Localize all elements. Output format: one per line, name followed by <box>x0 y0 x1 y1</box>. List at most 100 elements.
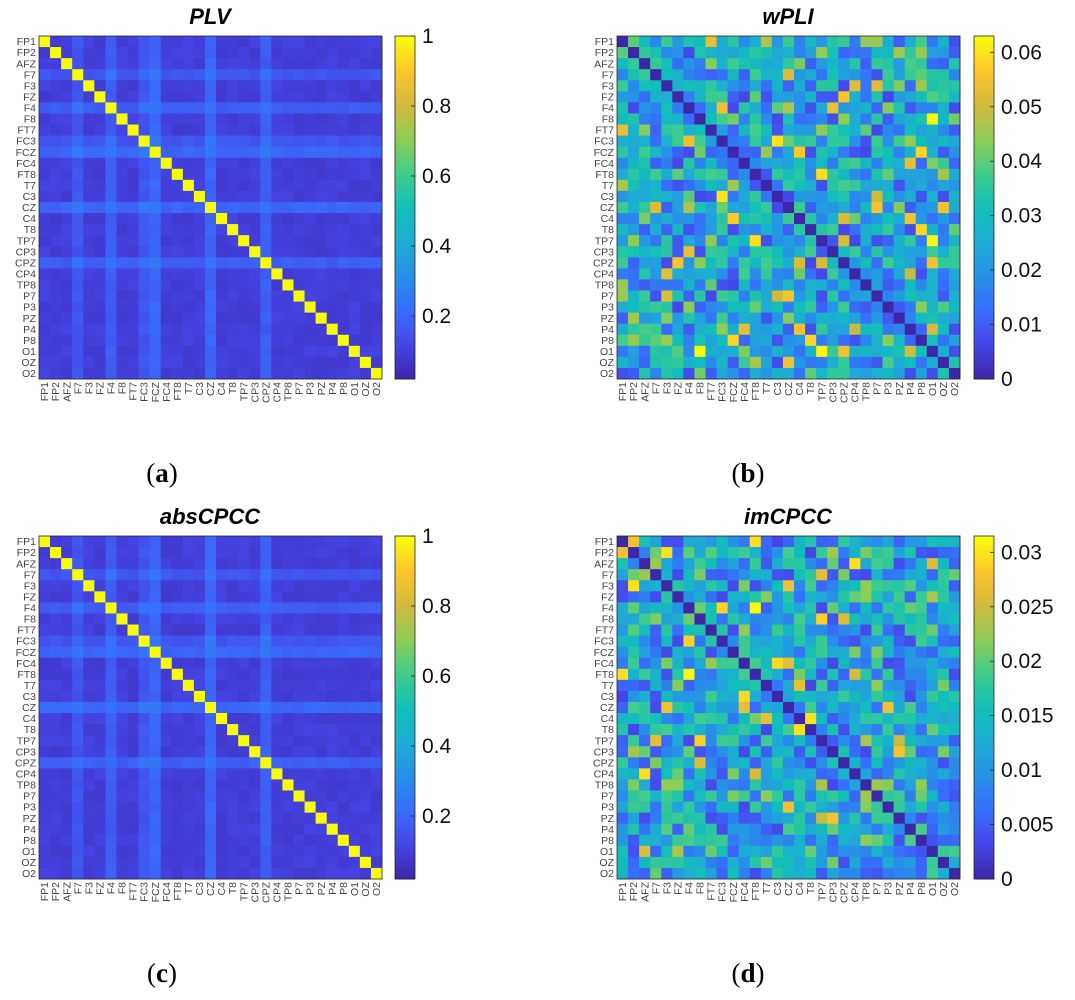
heatmap-cell-FP1-FCZ <box>727 536 740 548</box>
heatmap-cell-F4-F7 <box>72 102 84 114</box>
heatmap-cell-O2-P8 <box>915 367 928 380</box>
heatmap-cell-CZ-OZ <box>937 201 950 214</box>
heatmap-cell-F7-O2 <box>948 569 961 581</box>
heatmap-cell-T8-P4 <box>326 724 339 736</box>
heatmap-cell-CZ-TP8 <box>282 701 294 714</box>
heatmap-cell-FT8-AFZ <box>61 668 73 681</box>
colorbar-segment <box>974 616 994 620</box>
heatmap-cell-P3-CP3 <box>249 301 261 314</box>
heatmap-cell-OZ-T8 <box>227 356 239 369</box>
heatmap-cell-O2-O1 <box>348 367 361 380</box>
heatmap-cell-FZ-F8 <box>694 591 706 603</box>
heatmap-cell-O1-FZ <box>672 845 684 858</box>
heatmap-cell-CPZ-P4 <box>326 257 339 269</box>
heatmap-cell-OZ-O1 <box>348 356 361 369</box>
heatmap-cell-AFZ-F7 <box>650 558 662 570</box>
heatmap-cell-F4-P3 <box>304 602 317 614</box>
x-tick-label: TP7 <box>238 382 250 401</box>
heatmap-cell-TP7-TP8 <box>282 735 294 747</box>
y-tick-label: FC3 <box>594 636 614 648</box>
x-tick-label: FC4 <box>161 382 173 402</box>
heatmap-cell-FZ-C3 <box>193 591 206 603</box>
heatmap-cell-FT7-O2 <box>370 124 383 136</box>
heatmap-cell-O2-CPZ <box>260 367 272 380</box>
heatmap-cell-FT8-PZ <box>315 668 328 681</box>
heatmap-cell-T7-P8 <box>337 179 350 192</box>
heatmap-cell-C3-T7 <box>760 190 773 203</box>
heatmap-cell-C3-P8 <box>915 190 928 203</box>
heatmap-cell-FT7-CZ <box>782 624 795 636</box>
heatmap-cell-P3-P4 <box>326 301 339 314</box>
heatmap-cell-FT8-FP1 <box>39 168 51 181</box>
heatmap-cell-P7-C3 <box>193 790 206 802</box>
heatmap-cell-C3-P8 <box>337 690 350 703</box>
heatmap-cell-TP8-FCZ <box>727 779 740 791</box>
heatmap-cell-F3-P8 <box>337 580 350 592</box>
colorbar-segment <box>974 273 994 277</box>
heatmap-cell-P3-TP8 <box>860 801 872 814</box>
heatmap-cell-O2-P7 <box>871 867 883 880</box>
heatmap-cell-F4-PZ <box>315 102 328 114</box>
heatmap-cell-FT7-FC3 <box>138 124 151 136</box>
heatmap-cell-TP7-FC3 <box>138 735 151 747</box>
heatmap-cell-P3-P3 <box>304 801 317 814</box>
heatmap-cell-FCZ-O2 <box>948 146 961 159</box>
heatmap-cell-FP2-P8 <box>915 47 928 59</box>
colorbar-segment <box>395 776 415 780</box>
heatmap-cell-FT7-P3 <box>882 124 895 136</box>
heatmap-cell-P8-FP2 <box>628 334 640 347</box>
heatmap-cell-C3-TP7 <box>816 190 828 203</box>
heatmap-cell-PZ-P4 <box>326 312 339 325</box>
heatmap-cell-FC4-FC3 <box>716 657 729 670</box>
colorbar-segment <box>395 684 415 688</box>
colorbar-segment <box>395 704 415 708</box>
heatmap-cell-AFZ-F3 <box>83 558 95 570</box>
heatmap-cell-FC3-CPZ <box>260 635 272 648</box>
heatmap-cell-T7-O2 <box>370 679 383 692</box>
heatmap-cell-C3-F3 <box>83 690 95 703</box>
heatmap-cell-FC3-FP1 <box>39 135 51 148</box>
heatmap-cell-FT8-CPZ <box>838 168 850 181</box>
heatmap-cell-FCZ-C4 <box>794 646 806 659</box>
heatmap-cell-P4-FP2 <box>50 323 62 336</box>
heatmap-cell-CZ-CP4 <box>271 201 283 214</box>
heatmap-cell-C4-FT7 <box>127 713 139 725</box>
heatmap-cell-CP4-P7 <box>871 268 883 280</box>
heatmap-cell-CP4-P7 <box>293 768 305 780</box>
heatmap-cell-T8-O1 <box>926 224 939 236</box>
heatmap-cell-P4-FT8 <box>171 323 184 336</box>
heatmap-cell-PZ-TP7 <box>238 812 250 825</box>
heatmap-cell-O1-AFZ <box>61 845 73 858</box>
heatmap-cell-FT7-P4 <box>326 624 339 636</box>
heatmap-cell-FP2-FT8 <box>749 47 762 59</box>
heatmap-cell-PZ-C3 <box>193 812 206 825</box>
heatmap-cell-TP8-PZ <box>315 779 328 791</box>
colorbar-segment <box>974 364 994 369</box>
heatmap-cell-CP3-TP8 <box>282 746 294 758</box>
heatmap-cell-P3-CPZ <box>838 301 850 314</box>
heatmap-cell-C3-T8 <box>227 690 239 703</box>
heatmap-cell-FT8-FP1 <box>617 668 629 681</box>
heatmap-cell-O1-CZ <box>782 345 795 358</box>
heatmap-cell-O2-T7 <box>760 867 773 880</box>
heatmap-cell-CP4-AFZ <box>61 768 73 780</box>
y-tick-label: CP3 <box>594 746 615 758</box>
heatmap-cell-FZ-C4 <box>794 591 806 603</box>
heatmap-cell-CPZ-F4 <box>683 757 695 769</box>
colorbar-segment <box>974 538 994 543</box>
heatmap-cell-FZ-C4 <box>794 91 806 103</box>
heatmap-cell-O2-FZ <box>94 867 106 880</box>
heatmap-cell-F3-TP7 <box>238 580 250 592</box>
heatmap-cell-FP2-OZ <box>937 47 950 59</box>
heatmap-cell-FC4-FZ <box>94 157 106 170</box>
heatmap-cell-PZ-C4 <box>794 812 806 825</box>
heatmap-cell-TP7-FP2 <box>628 735 640 747</box>
heatmap-cell-C4-C3 <box>771 713 784 725</box>
heatmap-cell-FC3-CP3 <box>249 635 261 648</box>
heatmap-cell-OZ-FP1 <box>39 856 51 869</box>
heatmap-cell-T7-P7 <box>293 179 305 192</box>
heatmap-cell-FCZ-FT8 <box>171 646 184 659</box>
colorbar-segment <box>974 793 994 797</box>
heatmap-cell-OZ-P7 <box>293 856 305 869</box>
heatmap-cell-AFZ-FT8 <box>171 58 184 70</box>
